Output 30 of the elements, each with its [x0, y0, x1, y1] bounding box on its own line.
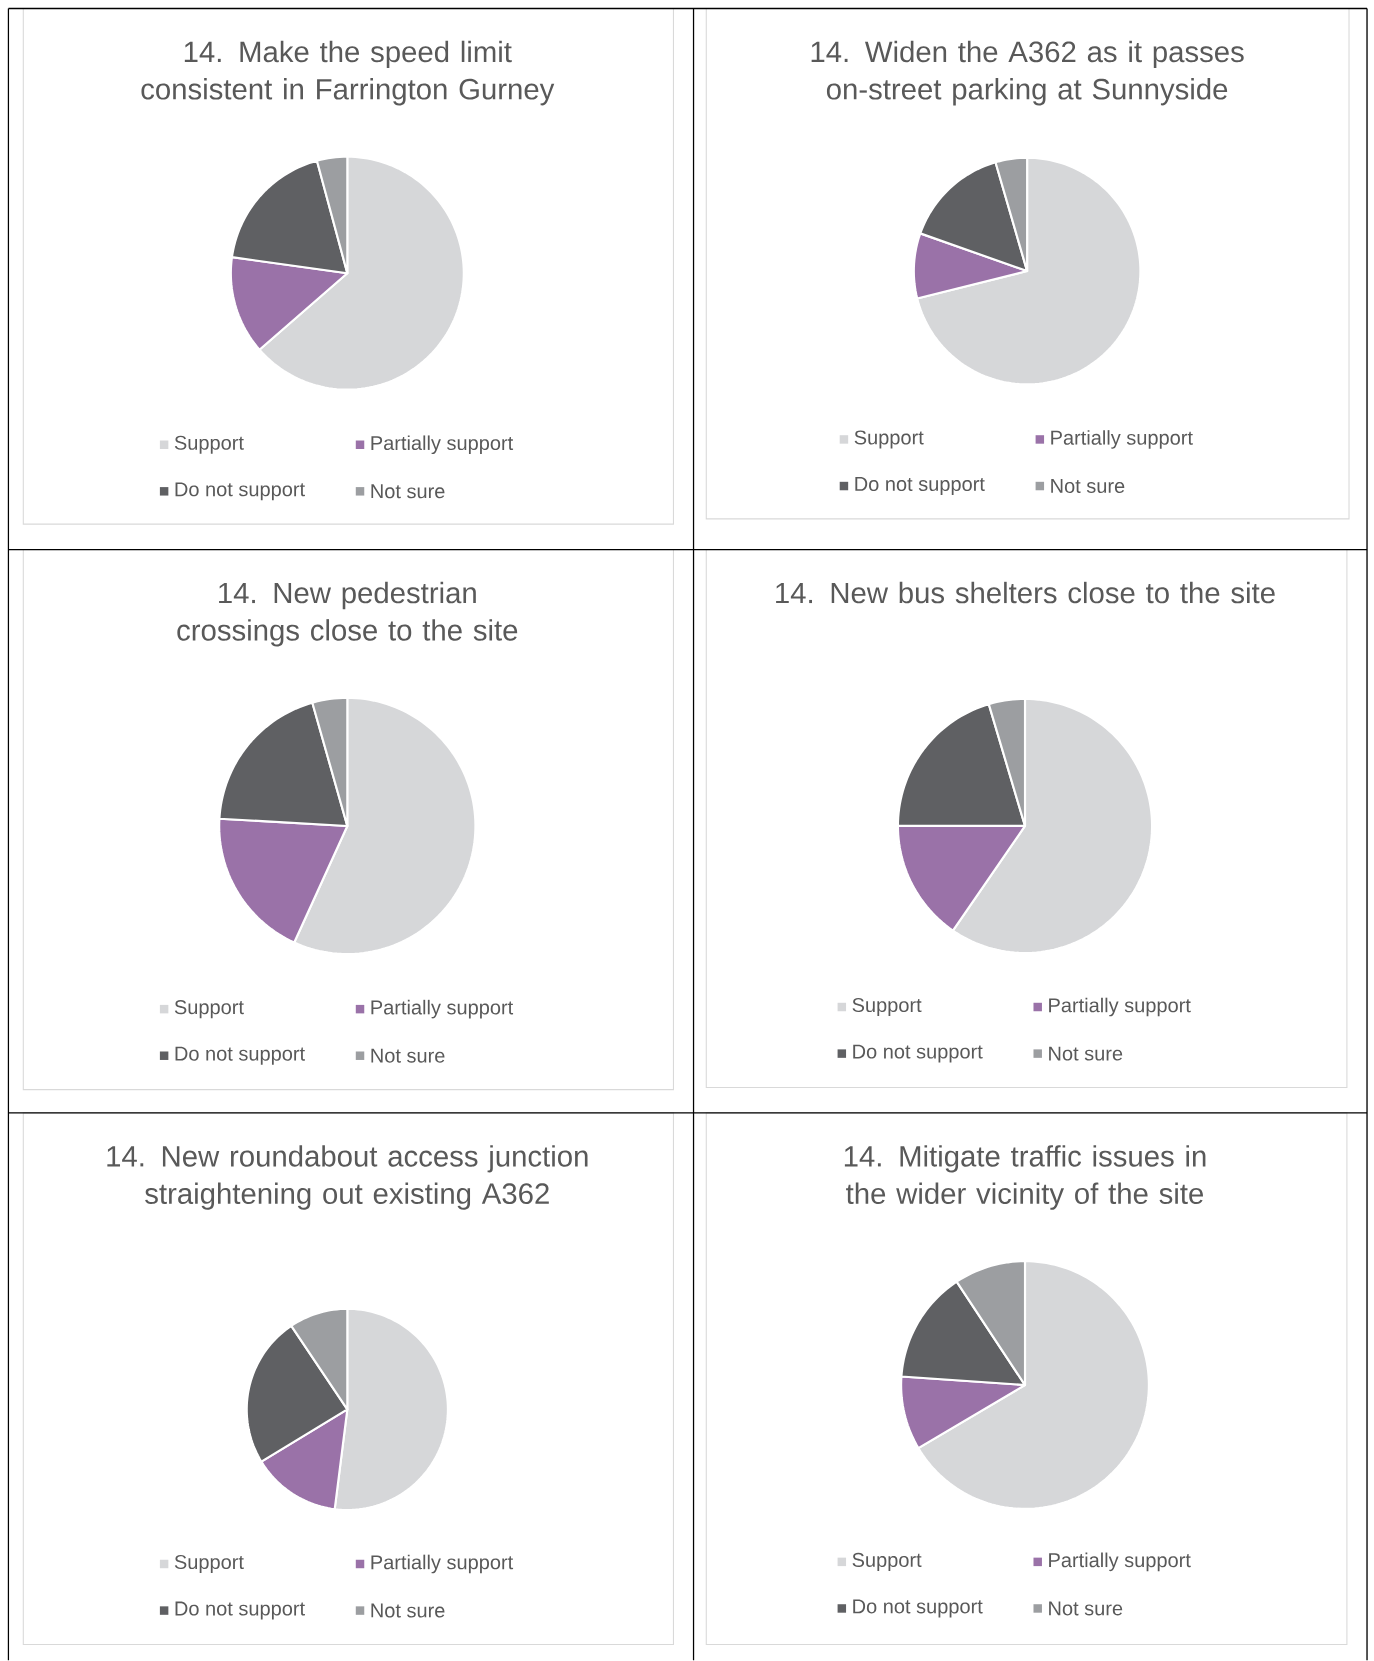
legend-label: Support: [852, 997, 922, 1017]
legend-label: Not sure: [371, 1048, 445, 1063]
legend-label: Support: [174, 435, 244, 454]
chart-title: 14. New roundabout access junction straightening out existing A362: [107, 1145, 588, 1210]
legend-label: Partially support: [371, 1554, 513, 1574]
legend-label: Partially support: [371, 435, 513, 455]
legend-label: Support: [174, 1554, 244, 1574]
legend-label: Partially support: [1048, 997, 1191, 1017]
legend-label: Do not support: [853, 1044, 983, 1063]
legend-label: Do not support: [175, 1046, 305, 1065]
legend-label: Not sure: [371, 484, 445, 499]
chart-title: 14. New bus shelters close to the site: [775, 581, 1275, 604]
legend-label: Do not support: [175, 482, 305, 501]
legend-label: Partially support: [371, 999, 513, 1019]
chart-title: 14. New pedestrian crossings close to the site: [177, 581, 517, 647]
chart-title: 14. Make the speed limit consistent in Farrington Gurney: [141, 40, 555, 106]
legend-label: Do not support: [853, 1599, 983, 1618]
legend-label: Not sure: [371, 1603, 445, 1618]
legend-label: Not sure: [1048, 1601, 1122, 1616]
legend-label: Support: [854, 430, 924, 449]
chart-title: 14. Widen the A362 as it passes on-street parking at Sunnyside: [811, 40, 1244, 106]
legend-label: Do not support: [855, 477, 985, 495]
legend-label: Partially support: [1048, 1552, 1191, 1572]
legend-label: Support: [852, 1552, 922, 1571]
chart-title: 14. Mitigate traffic issues in the wider vicinity of the site: [844, 1145, 1206, 1210]
legend-label: Not sure: [1051, 479, 1125, 494]
legend-label: Support: [174, 1000, 244, 1019]
legend-label: Partially support: [1051, 430, 1193, 449]
legend-label: Not sure: [1048, 1046, 1122, 1061]
legend-label: Do not support: [175, 1601, 305, 1620]
